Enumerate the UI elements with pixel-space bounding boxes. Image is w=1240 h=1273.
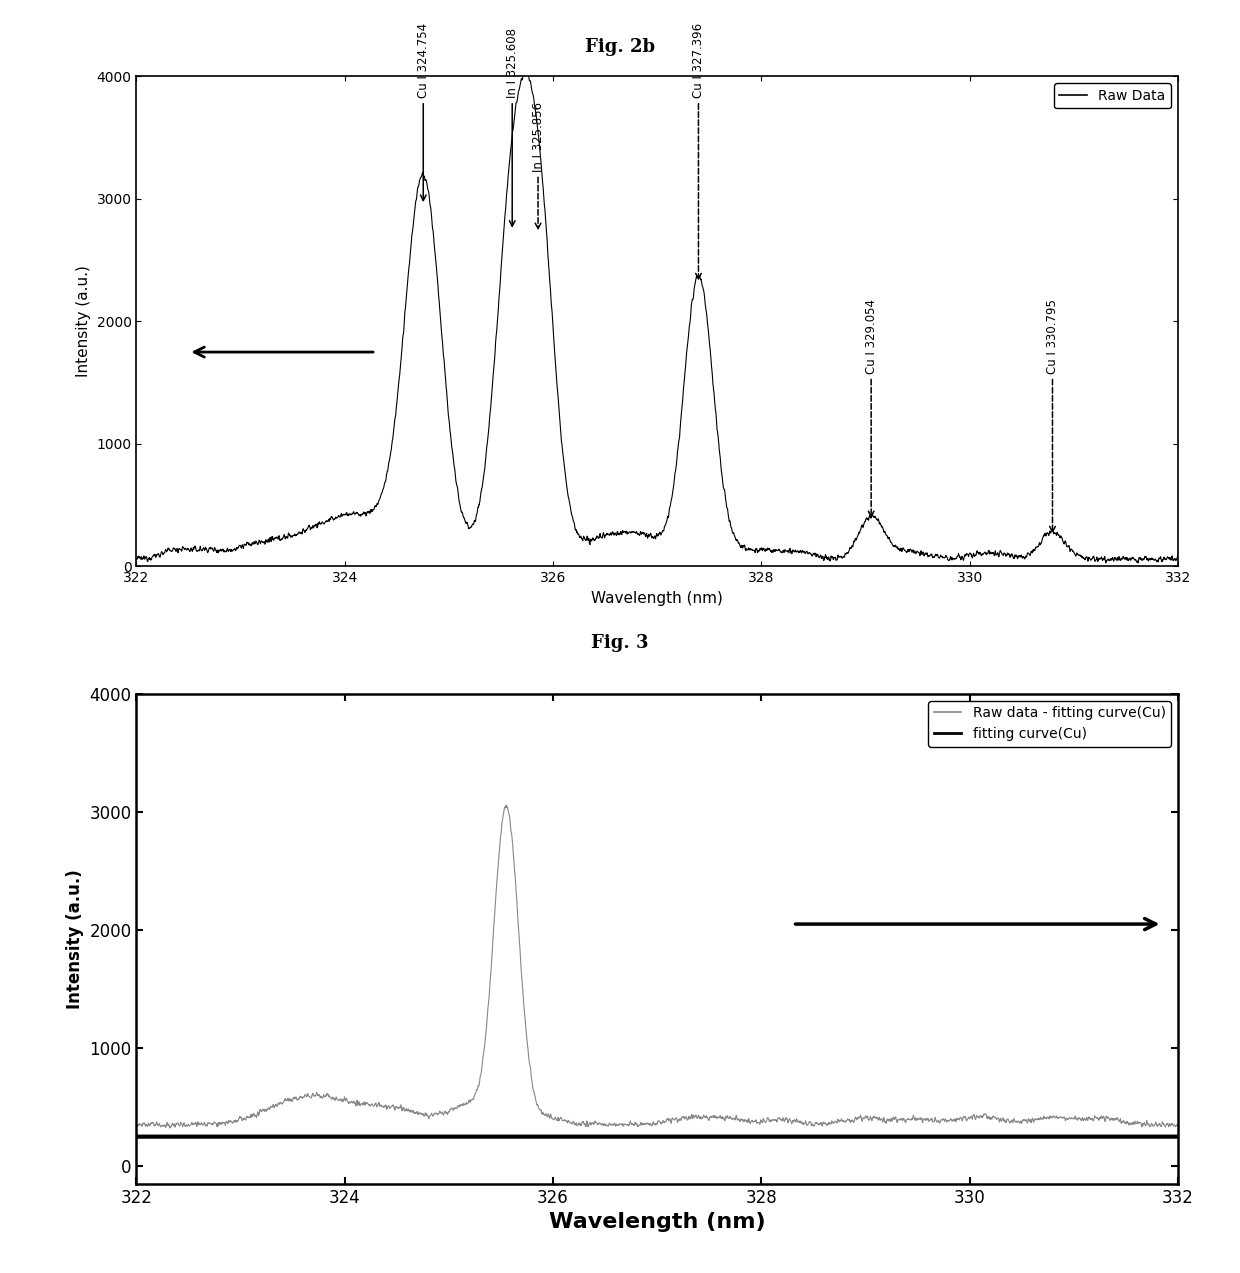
Text: Cu I 324.754: Cu I 324.754 [417,23,430,98]
Text: Cu I 330.795: Cu I 330.795 [1047,299,1059,374]
Text: In I 325.856: In I 325.856 [532,102,544,172]
Text: Fig. 2b: Fig. 2b [585,38,655,56]
X-axis label: Wavelength (nm): Wavelength (nm) [591,591,723,606]
Text: Cu I 329.054: Cu I 329.054 [864,299,878,374]
X-axis label: Wavelength (nm): Wavelength (nm) [549,1212,765,1232]
Text: Fig. 3: Fig. 3 [591,634,649,652]
Y-axis label: Intensity (a.u.): Intensity (a.u.) [66,869,84,1008]
Y-axis label: Intensity (a.u.): Intensity (a.u.) [76,266,91,377]
Text: Cu I 327.396: Cu I 327.396 [692,23,706,98]
Legend: Raw Data: Raw Data [1054,83,1171,108]
Legend: Raw data - fitting curve(Cu), fitting curve(Cu): Raw data - fitting curve(Cu), fitting cu… [928,700,1171,747]
Text: In I 325.608: In I 325.608 [506,28,518,98]
